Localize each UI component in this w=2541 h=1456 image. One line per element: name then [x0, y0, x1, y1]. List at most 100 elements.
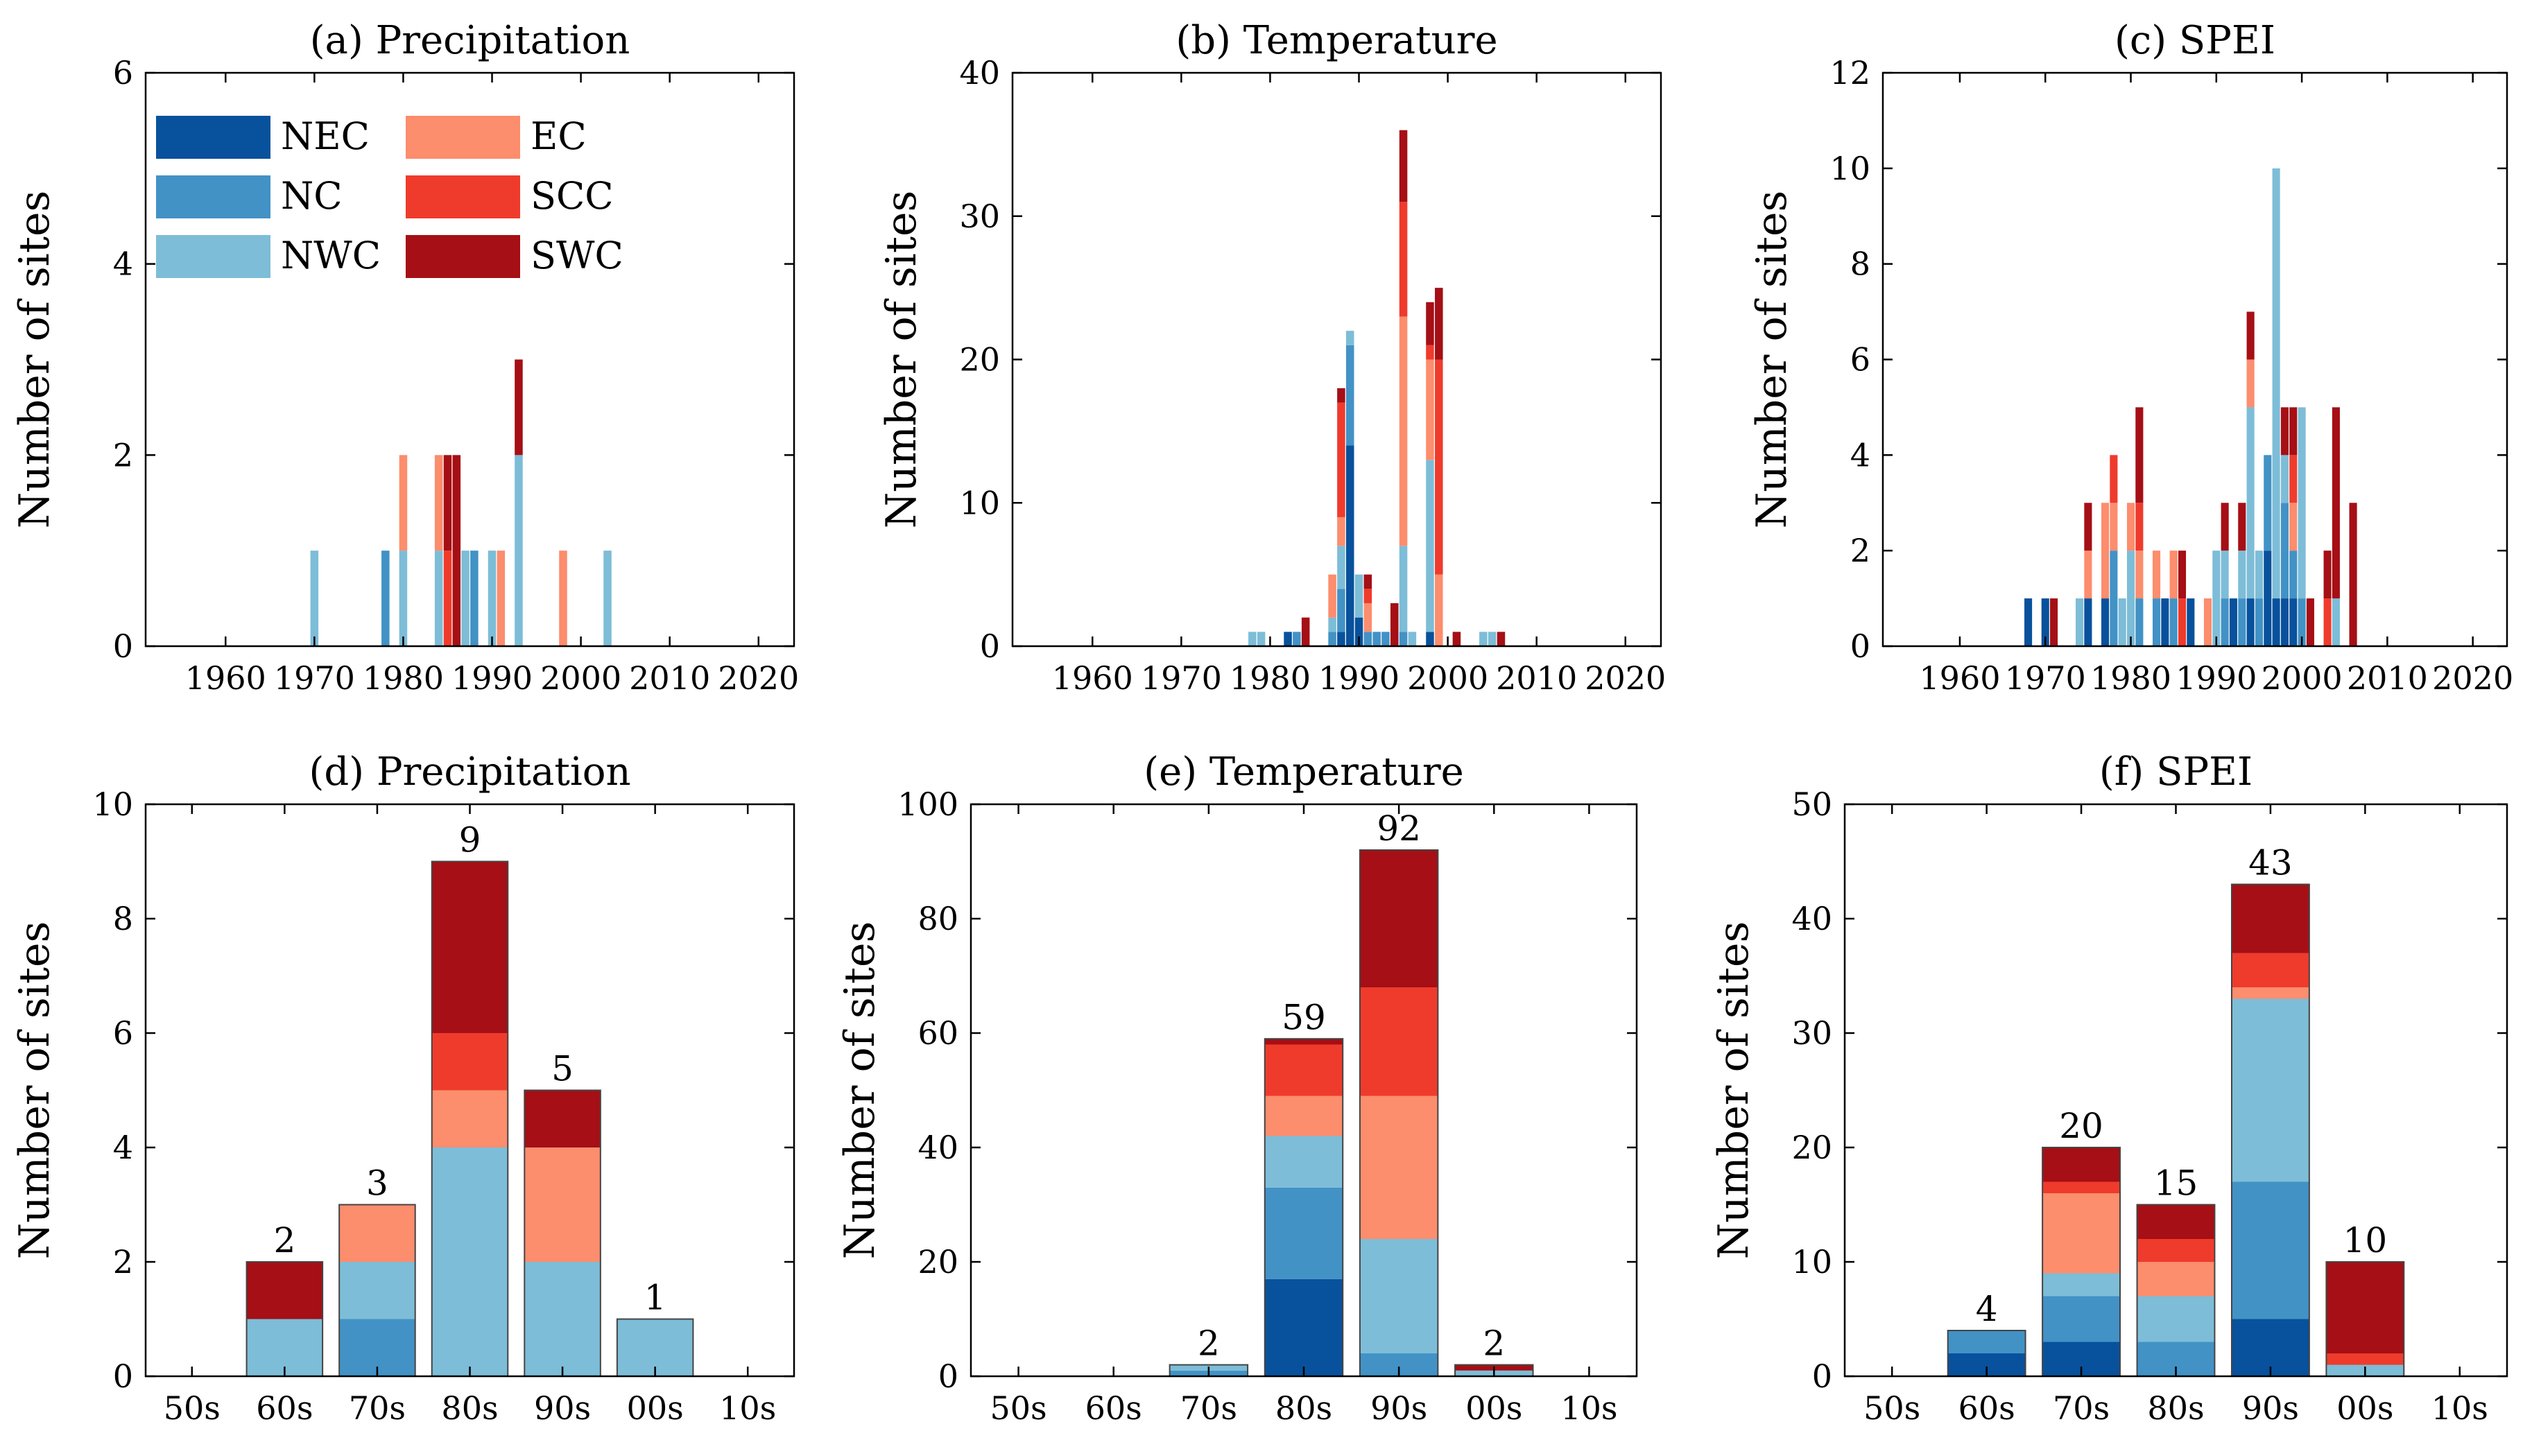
bar-segment-nwc: [2042, 1273, 2121, 1297]
bar-segment-nwc: [1264, 1136, 1343, 1188]
bar-segment-ec: [1435, 574, 1443, 646]
bar-segment-nwc: [2076, 598, 2084, 646]
bar-segment-ec: [2231, 987, 2309, 999]
bar-segment-swc: [2326, 1262, 2404, 1353]
bar-segment-ec: [2101, 503, 2110, 599]
bar-segment-ec: [2152, 551, 2161, 599]
bar-segment-ec: [2084, 551, 2092, 599]
bar-total-label: 1: [644, 1278, 666, 1318]
bar-total-label: 15: [2154, 1163, 2198, 1204]
bar-segment-nwc: [515, 455, 523, 646]
bar-segment-scc: [2110, 455, 2118, 503]
legend-label-swc: SWC: [531, 234, 623, 277]
y-tick-label: 8: [113, 900, 133, 937]
x-tick-label: 2020: [718, 659, 799, 697]
y-tick-label: 0: [1812, 1358, 1832, 1395]
legend: NEC NC NWC EC SCC SWC: [156, 114, 623, 278]
bar-segment-nec: [1426, 632, 1434, 646]
bar-segment-nwc: [434, 551, 443, 646]
y-tick-label: 12: [1829, 54, 1870, 92]
x-tick-label: 00s: [627, 1389, 684, 1427]
y-tick-label: 20: [959, 341, 1000, 379]
x-tick-label: 1970: [1141, 659, 1222, 697]
y-tick-label: 8: [1850, 245, 1870, 283]
panel-title: (e) Temperature: [1144, 749, 1464, 795]
y-tick-label: 30: [1791, 1014, 1832, 1052]
legend-swatch-swc: [406, 235, 520, 278]
y-tick-label: 10: [959, 484, 1000, 521]
bar-segment-swc: [1426, 302, 1434, 345]
y-tick-label: 60: [918, 1014, 958, 1052]
bar-segment-ec: [2169, 551, 2178, 599]
bar-total-label: 43: [2248, 843, 2293, 883]
y-tick-label: 0: [980, 627, 1000, 665]
legend-swatch-scc: [406, 175, 520, 218]
x-tick-label: 00s: [1465, 1389, 1522, 1427]
bar-segment-nec: [2272, 598, 2280, 646]
bar-segment-swc: [515, 359, 523, 456]
axes-box: [1011, 71, 1662, 648]
bar-segment-swc: [1264, 1039, 1343, 1045]
bar-segment-nc: [1947, 1331, 2026, 1353]
bar-segment-nc: [2289, 551, 2298, 599]
bar-segment-ec: [2203, 598, 2212, 646]
bar-segment-nwc: [2280, 455, 2289, 503]
bar-segment-scc: [2323, 598, 2332, 646]
bar-segment-scc: [1359, 987, 1438, 1096]
y-tick-label: 0: [938, 1358, 958, 1395]
x-tick-label: 1990: [451, 659, 533, 697]
bar-segment-nec: [2229, 598, 2238, 646]
bar-segment-nec: [2289, 598, 2298, 646]
bar-segment-ec: [497, 551, 506, 646]
bar-segment-scc: [2042, 1181, 2121, 1193]
bar-segment-nc: [2221, 598, 2229, 646]
bar-segment-scc: [443, 551, 452, 646]
bar-segment-nwc: [2221, 551, 2229, 599]
x-tick-label: 10s: [2431, 1389, 2488, 1427]
bar-segment-nwc: [2137, 1296, 2215, 1342]
x-tick-label: 10s: [719, 1389, 776, 1427]
bar-segment-ec: [2042, 1193, 2121, 1274]
x-tick-label: 2010: [2347, 659, 2428, 697]
x-tick-label: 2000: [540, 659, 621, 697]
bar-segment-nc: [2231, 1181, 2309, 1319]
bar-segment-swc: [1359, 850, 1438, 987]
y-tick-label: 0: [113, 1358, 133, 1395]
bar-segment-nwc: [1257, 632, 1266, 646]
bar-segment-ec: [2135, 551, 2144, 599]
bar-segment-swc: [2135, 407, 2144, 503]
bar-segment-ec: [1363, 603, 1372, 632]
bar-segment-nwc: [1359, 1239, 1438, 1353]
bar-segment-nwc: [2332, 598, 2340, 646]
panel-title: (c) SPEI: [2114, 18, 2275, 63]
y-tick-label: 2: [113, 436, 133, 474]
panel-f: (f) SPEI Number of sites 4 20 15 43 10 0 10 20 30 4…: [1709, 749, 2508, 1427]
x-tick-label: 00s: [2336, 1389, 2393, 1427]
x-tick-label: 1960: [1052, 659, 1133, 697]
bar-segment-nc: [2238, 598, 2246, 646]
bar-segment-swc: [443, 455, 452, 551]
x-tick-label: 1960: [185, 659, 266, 697]
bar-segment-swc: [1497, 632, 1506, 646]
bar-segment-nwc: [2272, 168, 2280, 599]
x-tick-label: 90s: [534, 1389, 591, 1427]
bar-segment-nwc: [2246, 407, 2255, 599]
y-tick-label: 50: [1791, 786, 1832, 823]
y-tick-label: 80: [918, 900, 958, 937]
x-tick-label: 80s: [441, 1389, 498, 1427]
y-axis-label: Number of sites: [877, 191, 926, 529]
bar-segment-scc: [1435, 359, 1443, 575]
bar-segment-nwc: [1354, 574, 1363, 618]
y-axis-label: Number of sites: [1748, 191, 1796, 529]
bars: [2024, 168, 2357, 646]
legend-label-nwc: NWC: [281, 234, 381, 277]
y-tick-label: 0: [113, 627, 133, 665]
bar-segment-nwc: [603, 551, 612, 646]
legend-label-nec: NEC: [281, 114, 370, 158]
x-tick-label: 2010: [629, 659, 710, 697]
bar-segment-nwc: [524, 1262, 601, 1376]
bar-segment-nec: [1264, 1279, 1343, 1376]
bar-segment-ec: [2110, 503, 2118, 551]
